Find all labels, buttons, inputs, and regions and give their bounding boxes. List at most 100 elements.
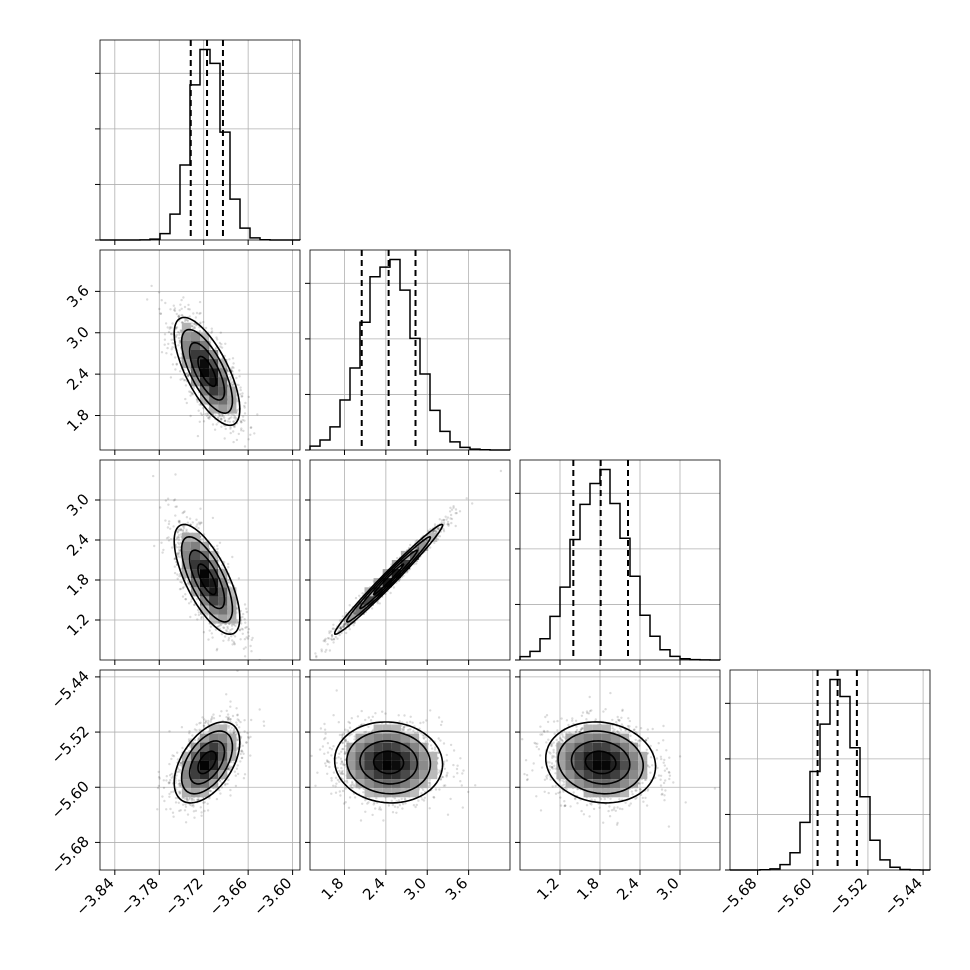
density-cell — [209, 614, 219, 624]
scatter-point — [436, 538, 440, 541]
scatter-point — [177, 534, 181, 537]
scatter-point — [344, 622, 347, 625]
density-cell — [218, 614, 228, 624]
scatter-point — [249, 433, 252, 436]
scatter-point — [241, 632, 244, 635]
scatter-point — [352, 612, 355, 615]
contour-line — [197, 563, 217, 596]
panel-content — [100, 460, 300, 674]
scatter-point — [231, 384, 235, 387]
scatter-point — [250, 638, 253, 642]
scatter-point — [229, 375, 232, 379]
scatter-point — [232, 425, 236, 428]
scatter-point — [174, 473, 177, 476]
scatter-point — [241, 418, 244, 422]
scatter-point — [223, 561, 226, 564]
scatter-point — [446, 523, 449, 526]
scatter-point — [208, 340, 211, 344]
scatter-point — [187, 303, 190, 307]
scatter-point — [471, 502, 474, 505]
scatter-point — [199, 412, 203, 415]
scatter-point — [178, 521, 181, 524]
scatter-point — [177, 344, 180, 347]
scatter-point — [220, 346, 224, 349]
scatter-point — [223, 419, 227, 423]
scatter-point — [159, 506, 162, 509]
scatter-point — [250, 426, 253, 429]
scatter-point — [171, 363, 175, 366]
scatter-point — [218, 624, 221, 627]
scatter-point — [339, 627, 342, 630]
scatter-point — [186, 372, 189, 375]
scatter-point — [176, 573, 179, 576]
scatter-point — [164, 322, 168, 325]
scatter-point — [434, 530, 437, 533]
scatter-point — [226, 717, 230, 720]
scatter-point — [233, 635, 237, 638]
scatter-point — [173, 498, 177, 501]
scatter-point — [342, 624, 345, 627]
scatter-point — [177, 536, 181, 539]
scatter-point — [161, 551, 164, 554]
scatter-point — [175, 546, 178, 549]
scatter-point — [230, 383, 234, 386]
density-cell — [190, 560, 200, 570]
scatter-point — [174, 327, 178, 330]
scatter-point — [446, 516, 450, 519]
scatter-point — [178, 555, 182, 559]
scatter-point — [417, 547, 420, 550]
density-cell — [190, 550, 200, 560]
scatter-point — [191, 393, 194, 396]
scatter-point — [175, 362, 178, 366]
scatter-point — [339, 627, 343, 630]
scatter-point — [188, 315, 191, 318]
scatter-point — [238, 369, 241, 372]
scatter-point — [232, 731, 235, 734]
scatter-point — [235, 607, 239, 610]
scatter-point — [454, 508, 458, 511]
scatter-point — [171, 341, 174, 345]
scatter-point — [233, 623, 236, 626]
scatter-point — [251, 672, 253, 674]
scatter-point — [175, 536, 179, 539]
scatter-point — [218, 413, 222, 416]
scatter-point — [345, 631, 348, 635]
scatter-point — [178, 588, 182, 591]
scatter-point — [227, 413, 230, 416]
contour-line — [359, 549, 419, 610]
scatter-point — [186, 375, 190, 378]
scatter-point — [178, 370, 182, 373]
scatter-point — [241, 392, 244, 395]
density-cell — [400, 560, 410, 570]
scatter-point — [178, 519, 181, 523]
scatter-point — [231, 643, 234, 646]
scatter-point — [181, 511, 184, 515]
scatter-point — [220, 418, 223, 421]
scatter-point — [179, 580, 182, 584]
density-cell — [209, 377, 219, 387]
scatter-point — [341, 625, 345, 629]
scatter-point — [175, 774, 178, 777]
density-cell — [200, 377, 210, 387]
scatter-point — [207, 416, 211, 419]
scatter-point — [191, 521, 194, 524]
scatter-point — [232, 640, 235, 644]
scatter-point — [210, 327, 213, 330]
scatter-point — [217, 417, 220, 420]
scatter-point — [177, 554, 180, 557]
scatter-point — [353, 612, 356, 615]
density-cell — [355, 605, 365, 615]
density-cell — [209, 596, 219, 606]
scatter-point — [172, 754, 176, 758]
scatter-point — [169, 527, 172, 530]
scatter-point — [450, 517, 454, 521]
scatter-point — [217, 625, 220, 629]
scatter-point — [175, 505, 178, 508]
scatter-point — [435, 530, 438, 533]
scatter-point — [189, 797, 192, 800]
scatter-point — [389, 591, 392, 595]
scatter-point — [230, 635, 233, 638]
scatter-point — [247, 635, 250, 638]
scatter-point — [358, 594, 361, 597]
scatter-point — [218, 415, 222, 418]
